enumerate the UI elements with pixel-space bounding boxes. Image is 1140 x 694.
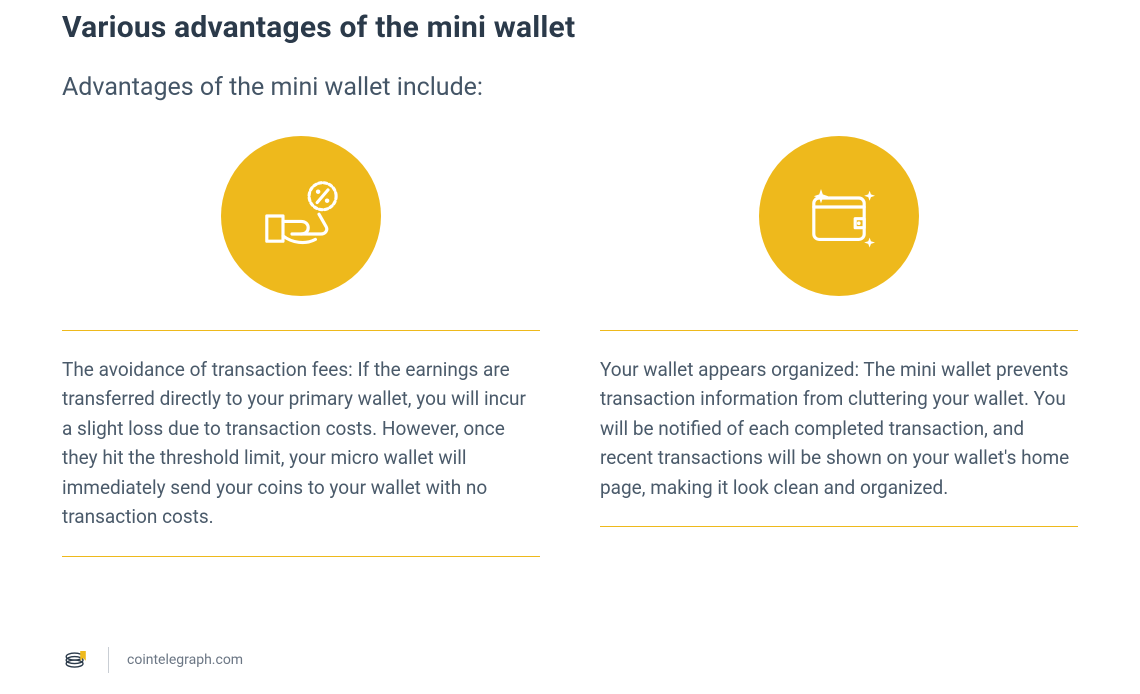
card-divider-top [600,330,1078,331]
advantage-card: The avoidance of transaction fees: If th… [62,136,540,581]
advantage-card: Your wallet appears organized: The mini … [600,136,1078,581]
footer-separator [108,647,109,673]
page-subtitle: Advantages of the mini wallet include: [62,73,1078,102]
card-divider-top [62,330,540,331]
card-text: Your wallet appears organized: The mini … [600,355,1078,502]
cards-row: The avoidance of transaction fees: If th… [62,136,1078,581]
page-title: Various advantages of the mini wallet [62,10,1078,45]
icon-row [600,136,1078,296]
footer: cointelegraph.com [62,644,243,676]
icon-row [62,136,540,296]
card-text: The avoidance of transaction fees: If th… [62,355,540,532]
card-divider-bottom [600,526,1078,527]
footer-site-text: cointelegraph.com [127,652,243,668]
wallet-sparkle-icon [759,136,919,296]
hand-percent-icon [221,136,381,296]
card-divider-bottom [62,556,540,557]
brand-logo-icon [62,644,90,676]
